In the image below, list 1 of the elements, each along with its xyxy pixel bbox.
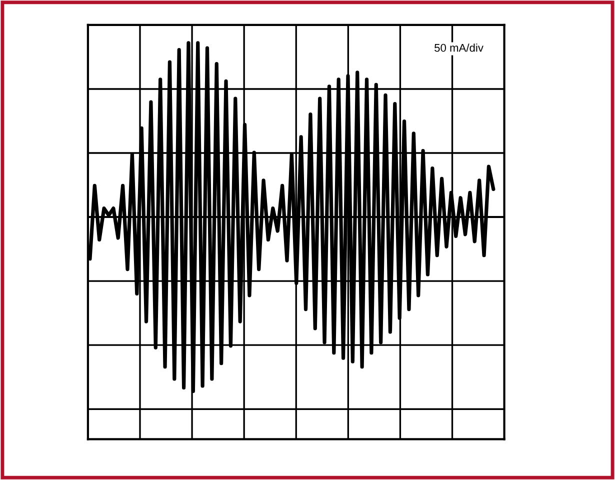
annotation: 50 mA/div bbox=[434, 44, 484, 52]
